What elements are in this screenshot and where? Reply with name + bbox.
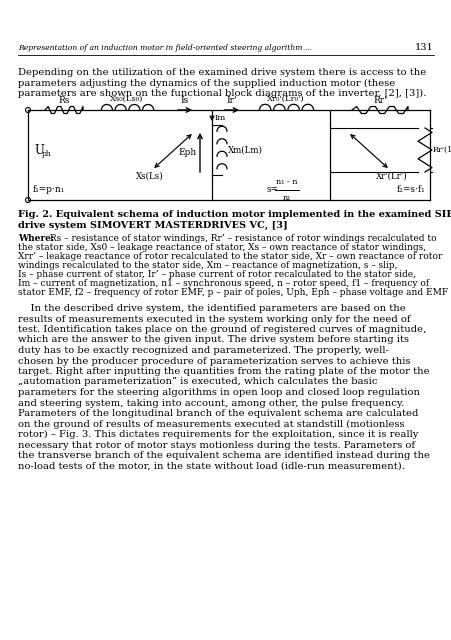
Text: s=: s= <box>267 186 278 195</box>
Text: Where:: Where: <box>18 234 54 243</box>
Text: windings recalculated to the stator side, Xm – reactance of magnetization, s – s: windings recalculated to the stator side… <box>18 261 396 270</box>
Text: Eph: Eph <box>178 148 197 157</box>
Text: test. Identification takes place on the ground of registered curves of magnitude: test. Identification takes place on the … <box>18 325 425 334</box>
Text: Xr'(Lr'): Xr'(Lr') <box>375 172 407 181</box>
Text: ph: ph <box>42 150 51 158</box>
Text: duty has to be exactly recognized and parameterized. The properly, well-: duty has to be exactly recognized and pa… <box>18 346 388 355</box>
Text: Is – phase current of stator, Ir’ – phase current of rotor recalculated to the s: Is – phase current of stator, Ir’ – phas… <box>18 270 415 279</box>
Text: Ir': Ir' <box>226 96 237 105</box>
Text: f₁=p·n₁: f₁=p·n₁ <box>33 185 65 194</box>
Text: parameters adjusting the dynamics of the supplied induction motor (these: parameters adjusting the dynamics of the… <box>18 79 394 88</box>
Text: In the described drive system, the identified parameters are based on the: In the described drive system, the ident… <box>18 304 405 313</box>
Text: Is: Is <box>180 96 189 105</box>
Text: Xs(Ls): Xs(Ls) <box>136 172 164 181</box>
Text: Parameters of the longitudinal branch of the equivalent schema are calculated: Parameters of the longitudinal branch of… <box>18 409 418 418</box>
Text: the transverse branch of the equivalent schema are identified instead during the: the transverse branch of the equivalent … <box>18 451 429 460</box>
Text: parameters are shown on the functional block diagrams of the inverter, [2], [3]): parameters are shown on the functional b… <box>18 89 425 98</box>
Text: and steering system, taking into account, among other, the pulse frequency.: and steering system, taking into account… <box>18 399 403 408</box>
Text: which are the answer to the given input. The drive system before starting its: which are the answer to the given input.… <box>18 335 408 344</box>
Text: Depending on the utilization of the examined drive system there is access to the: Depending on the utilization of the exam… <box>18 68 425 77</box>
Text: no-load tests of the motor, in the state without load (idle-run measurement).: no-load tests of the motor, in the state… <box>18 461 404 470</box>
Text: Rs – resistance of stator windings, Rr’ – resistance of rotor windings recalcula: Rs – resistance of stator windings, Rr’ … <box>47 234 436 243</box>
Text: target. Right after inputting the quantities from the rating plate of the motor : target. Right after inputting the quanti… <box>18 367 428 376</box>
Text: Xrr’ – leakage reactance of rotor recalculated to the stator side, Xr – own reac: Xrr’ – leakage reactance of rotor recalc… <box>18 252 442 261</box>
Text: Fig. 2. Equivalent schema of induction motor implemented in the examined SIEMENS: Fig. 2. Equivalent schema of induction m… <box>18 210 451 219</box>
Text: f₂=s·f₁: f₂=s·f₁ <box>396 185 424 194</box>
Text: necessary that rotor of motor stays motionless during the tests. Parameters of: necessary that rotor of motor stays moti… <box>18 440 414 449</box>
Text: results of measurements executed in the system working only for the need of: results of measurements executed in the … <box>18 314 410 323</box>
Text: U: U <box>34 143 44 157</box>
Text: Representation of an induction motor in field-oriented steering algorithm ...: Representation of an induction motor in … <box>18 44 311 52</box>
Text: Rr'(1-s)/s: Rr'(1-s)/s <box>432 146 451 154</box>
Text: drive system SIMOVERT MASTERDRIVES VC, [3]: drive system SIMOVERT MASTERDRIVES VC, [… <box>18 221 287 230</box>
Text: parameters for the steering algorithms in open loop and closed loop regulation: parameters for the steering algorithms i… <box>18 388 419 397</box>
Text: 131: 131 <box>414 43 433 52</box>
Text: on the ground of results of measurements executed at standstill (motionless: on the ground of results of measurements… <box>18 419 404 429</box>
Text: rotor) – Fig. 3. This dictates requirements for the exploitation, since it is re: rotor) – Fig. 3. This dictates requireme… <box>18 430 418 439</box>
Text: n₁ - n: n₁ - n <box>276 178 297 186</box>
Text: „automation parameterization” is executed, which calculates the basic: „automation parameterization” is execute… <box>18 378 377 387</box>
Text: Im: Im <box>215 114 226 122</box>
Text: chosen by the producer procedure of parameterization serves to achieve this: chosen by the producer procedure of para… <box>18 356 410 365</box>
Text: Xr₀'(Lr₀'): Xr₀'(Lr₀') <box>267 95 304 103</box>
Text: Rs: Rs <box>58 96 69 105</box>
Text: the stator side, Xs0 – leakage reactance of stator, Xs – own reactance of stator: the stator side, Xs0 – leakage reactance… <box>18 243 425 252</box>
Text: stator EMF, f2 – frequency of rotor EMF, p – pair of poles, Uph, Eph – phase vol: stator EMF, f2 – frequency of rotor EMF,… <box>18 288 447 297</box>
Text: Xs₀(Ls₀): Xs₀(Ls₀) <box>110 95 143 103</box>
Text: Im – current of magnetization, n1 – synchronous speed, n – rotor speed, f1 – fre: Im – current of magnetization, n1 – sync… <box>18 279 428 288</box>
Text: n₁: n₁ <box>282 194 290 202</box>
Text: Rr': Rr' <box>373 96 386 105</box>
Text: Xm(Lm): Xm(Lm) <box>227 145 262 154</box>
